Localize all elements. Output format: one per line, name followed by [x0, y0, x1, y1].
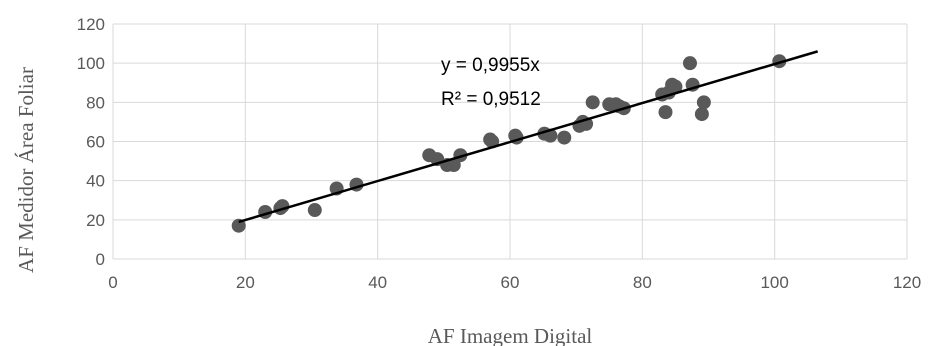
y-axis-title: AF Medidor Área Foliar	[14, 67, 38, 273]
data-points	[231, 54, 787, 233]
data-point	[658, 105, 673, 120]
x-tick-label: 20	[236, 273, 255, 292]
y-tick-label: 80	[86, 93, 105, 112]
x-tick-label: 100	[760, 273, 788, 292]
x-tick-label: 40	[368, 273, 387, 292]
y-tick-label: 120	[77, 15, 105, 34]
y-tick-label: 100	[77, 54, 105, 73]
trendline-r-squared: R² = 0,9512	[441, 89, 541, 110]
x-tick-label: 60	[501, 273, 520, 292]
data-point	[557, 130, 572, 145]
data-point	[446, 158, 461, 172]
x-tick-label: 80	[633, 273, 652, 292]
y-tick-label: 40	[86, 172, 105, 191]
data-point	[585, 95, 600, 110]
trendline-layer	[238, 50, 819, 224]
y-tick-label: 60	[86, 133, 105, 152]
data-point	[696, 95, 711, 110]
grid	[112, 23, 908, 260]
data-point	[668, 79, 683, 94]
y-tick-label: 20	[86, 211, 105, 230]
tick-labels: 0 20 40 60 80 100 120 0 20 40 60 80 100 120	[77, 15, 922, 292]
x-tick-label: 0	[108, 273, 117, 292]
trendline	[238, 50, 819, 224]
data-point	[307, 203, 322, 218]
x-axis-title: AF Imagem Digital	[428, 324, 593, 346]
data-point	[694, 107, 709, 122]
trendline-equation: y = 0,9955x	[441, 55, 540, 76]
data-point	[682, 56, 697, 71]
y-tick-label: 0	[96, 250, 105, 269]
x-tick-label: 120	[893, 273, 921, 292]
